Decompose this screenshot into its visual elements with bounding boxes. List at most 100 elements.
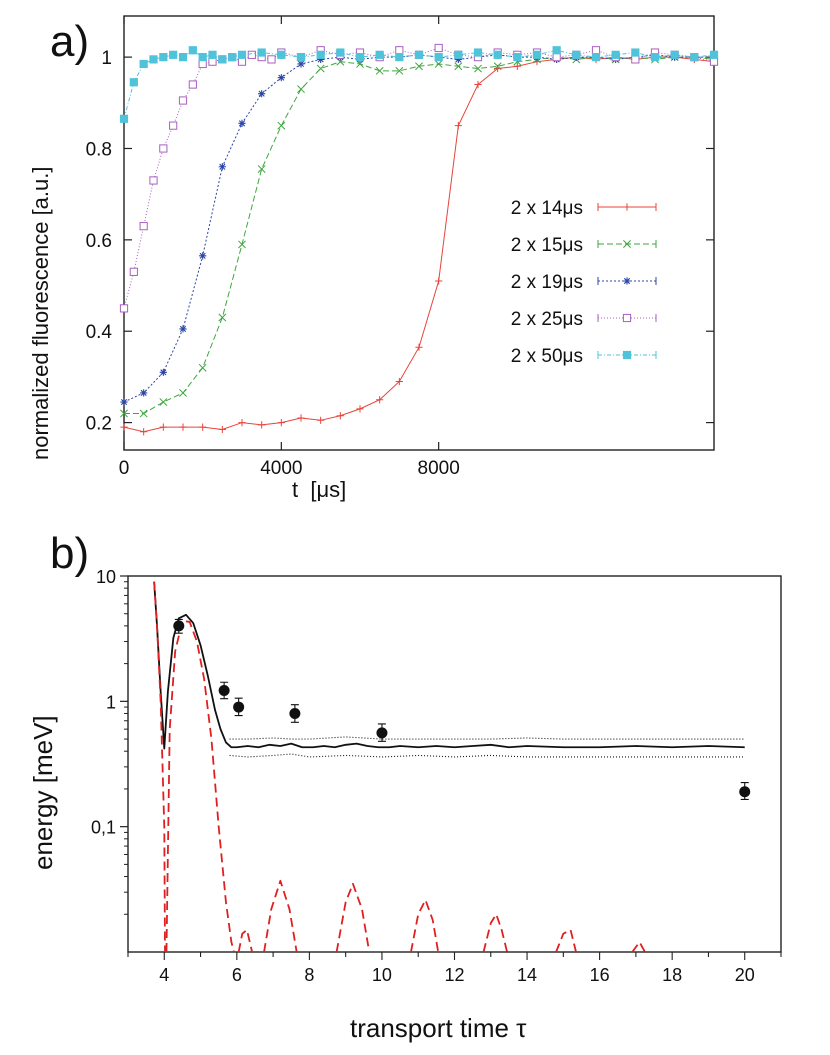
chart-a-point bbox=[376, 396, 384, 404]
chart-b-marker bbox=[233, 701, 245, 713]
chart-b-point bbox=[233, 697, 245, 717]
chart-a-point bbox=[159, 53, 168, 62]
chart-a-point bbox=[277, 418, 285, 427]
chart-b-series bbox=[153, 581, 745, 952]
chart-a-point bbox=[119, 304, 129, 313]
chart-a-point bbox=[552, 53, 561, 62]
chart-a-point bbox=[395, 66, 404, 75]
chart-b-line bbox=[237, 929, 253, 952]
chart-a-point bbox=[267, 55, 276, 64]
chart-a-legend-swatch bbox=[597, 240, 657, 248]
chart-b-line bbox=[335, 882, 371, 952]
chart-b-ytick-label: 1 bbox=[106, 692, 116, 712]
chart-b-line bbox=[631, 941, 646, 952]
chart-a-point bbox=[415, 343, 423, 351]
chart-a-point bbox=[140, 389, 148, 397]
chart-a-ylabel: normalized fluorescence [a.u.] bbox=[28, 167, 53, 461]
chart-a-ytick-label: 0.4 bbox=[86, 322, 113, 343]
chart-a-series-4 bbox=[119, 43, 719, 313]
panel-b-label: b) bbox=[50, 529, 89, 578]
chart-a-point bbox=[159, 368, 167, 376]
chart-a-series-5 bbox=[119, 46, 719, 123]
chart-a-point bbox=[532, 50, 542, 59]
chart-b-xtick-label: 20 bbox=[735, 965, 755, 985]
chart-a-point bbox=[454, 122, 462, 130]
chart-a-legend-label: 2 x 50μs bbox=[511, 346, 583, 367]
chart-a-legend-label: 2 x 15μs bbox=[511, 235, 583, 256]
chart-a-point bbox=[513, 53, 522, 62]
chart-a-point bbox=[473, 48, 483, 57]
chart-a-point bbox=[169, 50, 178, 59]
chart-b-line bbox=[410, 899, 440, 952]
chart-a-point bbox=[454, 50, 463, 59]
chart-a-series bbox=[119, 43, 719, 436]
chart-a-point bbox=[356, 405, 364, 413]
chart-a-point bbox=[159, 398, 168, 406]
chart-a-point bbox=[218, 313, 227, 322]
chart-a-point bbox=[140, 428, 148, 436]
chart-a-point bbox=[435, 277, 443, 285]
chart-a-point bbox=[258, 421, 266, 429]
chart-a-xtick-label: 8000 bbox=[418, 458, 460, 479]
chart-a-point bbox=[474, 64, 482, 73]
chart-a-point bbox=[208, 50, 217, 59]
chart-a-point bbox=[257, 165, 266, 173]
chart-a-point bbox=[139, 59, 148, 69]
chart-a-legend-swatch bbox=[597, 277, 657, 285]
chart-a-point bbox=[297, 414, 305, 422]
chart-a-point bbox=[611, 50, 620, 59]
chart-a-point bbox=[178, 96, 188, 105]
chart-b-xtick-label: 16 bbox=[590, 965, 610, 985]
chart-a-point bbox=[670, 50, 679, 59]
chart-a-point bbox=[139, 409, 148, 418]
chart-b-xlabel: transport time τ bbox=[350, 1013, 527, 1043]
chart-a-point bbox=[395, 377, 403, 386]
chart-a-point bbox=[198, 59, 207, 69]
chart-b-marker bbox=[376, 727, 388, 739]
chart-b: 4 6 8 10 12 14 16 18 20 0,1 1 10 transport time τ e… bbox=[28, 567, 782, 1043]
chart-a-point bbox=[169, 121, 178, 130]
chart-a-point bbox=[247, 50, 256, 59]
chart-a-ytick-label: 0.6 bbox=[86, 231, 112, 252]
chart-b-marker bbox=[218, 685, 230, 697]
chart-a-point bbox=[414, 50, 424, 59]
chart-b-line bbox=[153, 581, 166, 952]
chart-a-point bbox=[258, 90, 266, 98]
chart-b-xtick-label: 18 bbox=[662, 965, 682, 985]
chart-b-xtick-label: 4 bbox=[159, 965, 169, 985]
chart-a-ytick-label: 0.2 bbox=[86, 414, 112, 435]
chart-b-ytick-label: 0,1 bbox=[91, 818, 116, 838]
chart-a-point bbox=[316, 64, 325, 73]
chart-a-point bbox=[395, 46, 404, 55]
chart-b-line bbox=[229, 753, 745, 758]
chart-a-point bbox=[591, 46, 601, 55]
chart-a-xtick-label: 4000 bbox=[260, 458, 302, 479]
chart-a-point bbox=[513, 62, 521, 70]
chart-a-legend-label: 2 x 25μs bbox=[511, 309, 583, 330]
chart-b-xtick-label: 12 bbox=[444, 965, 464, 985]
chart-a-point bbox=[218, 55, 227, 64]
chart-b-point bbox=[739, 781, 751, 800]
chart-b-marker bbox=[173, 620, 185, 632]
panel-a-label: a) bbox=[50, 17, 89, 66]
chart-a-legend-marker bbox=[623, 277, 631, 285]
chart-b-marker bbox=[289, 707, 301, 719]
chart-a-point bbox=[188, 46, 197, 55]
chart-a-point bbox=[336, 412, 344, 420]
chart-a-legend: 2 x 14μs 2 x 15μs 2 x 19μs 2 x 25μs 2 x 50μs bbox=[511, 198, 657, 367]
chart-b-series-classical-model bbox=[153, 581, 646, 952]
chart-b-line bbox=[229, 736, 745, 740]
chart-a-point bbox=[434, 43, 443, 53]
chart-a-point bbox=[375, 66, 384, 75]
chart-a-point bbox=[631, 48, 640, 57]
chart-a-point bbox=[179, 423, 187, 431]
chart-a-point bbox=[572, 50, 581, 59]
chart-a-legend-label: 2 x 19μs bbox=[511, 272, 583, 293]
chart-a-point bbox=[120, 398, 128, 406]
chart-a-legend-swatch bbox=[597, 203, 657, 211]
chart-a-point bbox=[355, 53, 365, 62]
chart-a-point bbox=[199, 423, 207, 431]
chart-a-point bbox=[237, 57, 247, 66]
chart-a-point bbox=[228, 53, 237, 62]
